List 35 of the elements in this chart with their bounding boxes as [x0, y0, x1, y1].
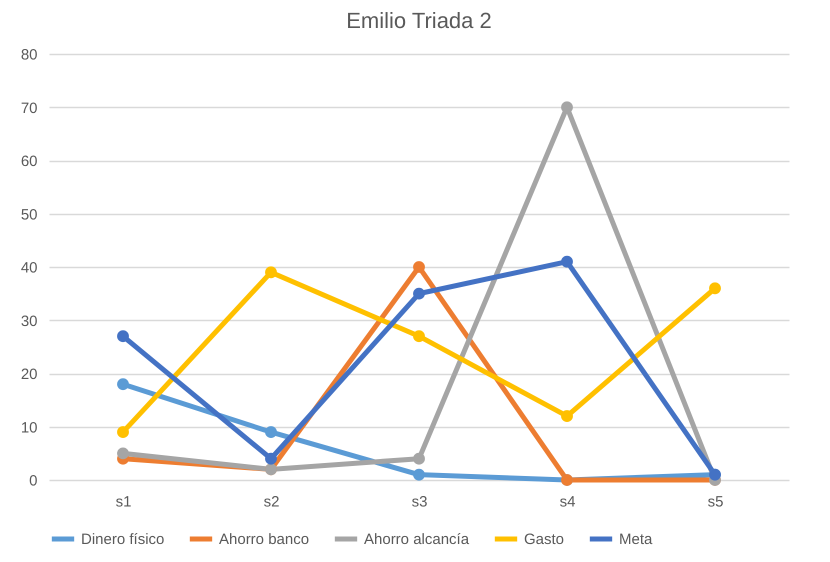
point [413, 261, 425, 273]
chart-title: Emilio Triada 2 [346, 8, 492, 33]
y-tick-label: 70 [20, 100, 38, 117]
y-tick-label: 20 [20, 366, 38, 383]
point [413, 288, 425, 300]
y-tick-label: 50 [20, 206, 38, 224]
y-tick-label: 30 [20, 312, 38, 330]
legend-label: Ahorro alcancía [364, 531, 470, 548]
point [561, 256, 573, 268]
point [265, 426, 277, 438]
x-tick-label: s2 [264, 494, 280, 510]
point [117, 378, 129, 390]
point [265, 452, 277, 465]
legend-label: Meta [619, 531, 654, 548]
x-tick-label: s4 [560, 494, 576, 510]
x-tick-label: s3 [412, 494, 428, 510]
x-tick-label: s1 [116, 494, 132, 510]
y-tick-label: 40 [20, 260, 38, 276]
point [117, 330, 129, 342]
point [117, 426, 129, 438]
y-tick-label: 0 [29, 472, 38, 490]
point [413, 452, 425, 465]
legend-label: Dinero físico [81, 531, 164, 548]
legend-label: Gasto [524, 531, 564, 548]
point [413, 468, 425, 481]
x-tick-label: s5 [708, 494, 724, 510]
y-tick-label: 60 [20, 153, 38, 170]
legend-label: Ahorro banco [219, 531, 310, 548]
point [561, 410, 573, 422]
y-tick-label: 10 [20, 419, 38, 436]
point [265, 266, 277, 278]
point [413, 330, 425, 342]
point [709, 282, 721, 294]
y-tick-label: 80 [20, 46, 38, 64]
point [117, 447, 129, 460]
